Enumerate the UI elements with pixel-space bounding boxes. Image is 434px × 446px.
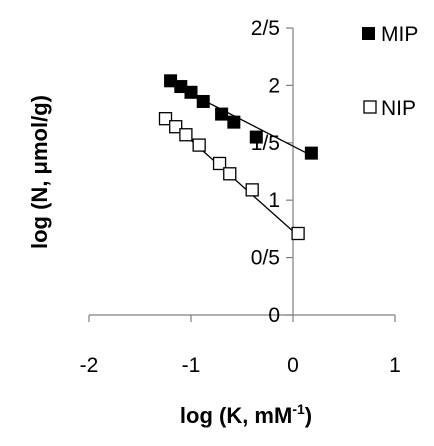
trendlines [165, 80, 314, 237]
point-nip [192, 138, 206, 152]
y-axis-title: log (N, μmol/g) [27, 95, 52, 249]
x-axis-title-end: ) [305, 403, 312, 428]
point-nip [158, 112, 173, 126]
point-nip [223, 167, 237, 181]
point-mip [174, 80, 188, 94]
y-ticks: 00/511/522/5 [251, 17, 293, 327]
point-nip [169, 120, 183, 134]
x-axis-title: log (K, mM-1) [180, 401, 312, 428]
y-tick-label: 2/5 [251, 17, 280, 40]
point-mip [164, 74, 178, 88]
x-ticks: -2 -1 0 1 [80, 315, 401, 377]
y-tick-label: 1 [268, 189, 280, 212]
data-points [158, 74, 318, 241]
legend-marker-open-square [363, 100, 377, 114]
point-nip [179, 128, 193, 142]
point-mip [227, 115, 241, 129]
x-tick-label: 0 [287, 354, 299, 377]
legend-label-nip: NIP [381, 97, 416, 120]
x-tick-label: 1 [389, 354, 401, 377]
y-tick-label: 0 [268, 304, 280, 327]
point-mip [184, 85, 198, 99]
legend: MIP NIP [362, 23, 418, 120]
point-mip [215, 107, 229, 121]
axes [89, 28, 395, 316]
legend-marker-filled-square [362, 27, 375, 40]
point-mip [304, 146, 318, 160]
point-nip [291, 226, 305, 241]
y-tick-label: 2 [268, 74, 280, 97]
x-tick-label: -1 [182, 354, 201, 377]
x-tick-label: -2 [80, 354, 99, 377]
point-mip [196, 94, 210, 108]
point-nip [212, 156, 227, 171]
point-nip [245, 183, 259, 197]
point-mip [249, 130, 263, 144]
legend-label-mip: MIP [381, 23, 418, 46]
x-axis-title-superscript: -1 [292, 401, 305, 417]
legend-item-nip: NIP [363, 97, 416, 120]
x-axis-title-main: log (K, mM [180, 403, 292, 428]
y-tick-label: 0/5 [251, 247, 280, 270]
legend-item-mip: MIP [362, 23, 418, 46]
